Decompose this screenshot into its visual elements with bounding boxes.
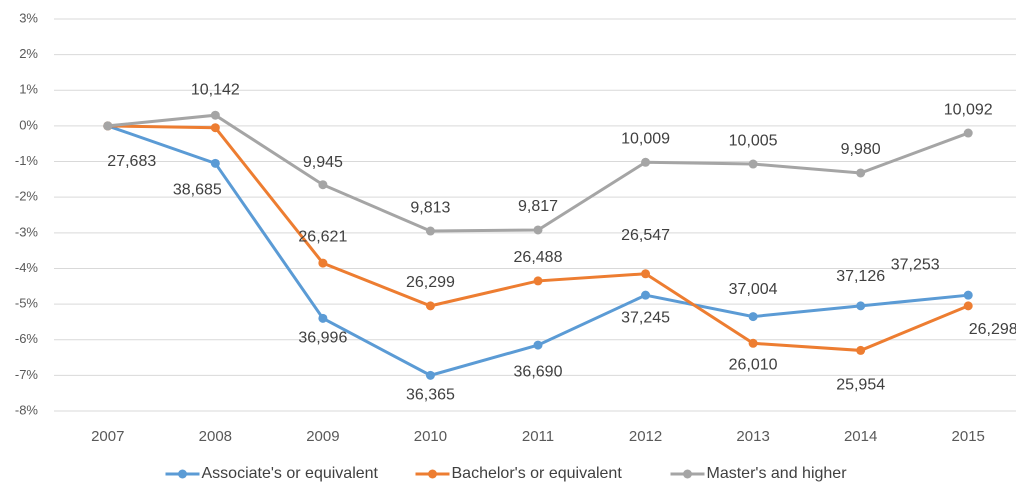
- data-label: 10,005: [729, 132, 778, 149]
- data-point: [533, 340, 543, 350]
- data-label: 26,010: [729, 357, 778, 374]
- legend-swatch: [428, 469, 437, 479]
- data-point: [963, 290, 973, 300]
- y-tick-label: -5%: [15, 296, 39, 311]
- data-label: 10,092: [944, 101, 993, 118]
- data-label: 37,253: [891, 256, 940, 273]
- data-label: 27,683: [107, 153, 156, 170]
- y-tick-label: 0%: [19, 117, 38, 132]
- data-point: [425, 301, 435, 311]
- data-label: 38,685: [173, 182, 222, 199]
- data-point: [856, 301, 866, 311]
- data-point: [318, 258, 328, 268]
- data-point: [210, 158, 220, 168]
- data-point: [318, 313, 328, 323]
- y-tick-label: -7%: [15, 367, 39, 382]
- y-tick-label: -8%: [15, 402, 39, 417]
- data-label: 25,954: [836, 377, 885, 394]
- data-point: [641, 269, 651, 279]
- y-tick-label: -1%: [15, 153, 39, 168]
- data-label: 26,621: [298, 228, 347, 245]
- data-point: [318, 180, 328, 190]
- data-point: [963, 301, 973, 311]
- series-line: [107, 124, 969, 352]
- data-point: [748, 312, 758, 322]
- data-label: 9,980: [841, 141, 881, 158]
- data-label: 10,142: [191, 81, 240, 98]
- data-label: 36,996: [298, 330, 347, 347]
- y-tick-label: -2%: [15, 189, 39, 204]
- y-tick-label: -3%: [15, 224, 39, 239]
- y-tick-label: -6%: [15, 331, 39, 346]
- x-tick-label: 2009: [306, 428, 339, 445]
- data-label: 26,299: [406, 274, 455, 291]
- data-label: 9,813: [410, 199, 450, 216]
- y-tick-label: 2%: [19, 46, 38, 61]
- x-tick-label: 2015: [952, 428, 985, 445]
- data-label: 37,126: [836, 268, 885, 285]
- legend-label: Bachelor's or equivalent: [452, 465, 623, 482]
- data-label: 36,690: [514, 363, 563, 380]
- data-label: 10,009: [621, 130, 670, 147]
- data-point: [210, 123, 220, 133]
- data-point: [641, 290, 651, 300]
- data-point: [856, 345, 866, 355]
- data-point: [963, 128, 973, 138]
- legend-label: Associate's or equivalent: [202, 465, 379, 482]
- data-label: 9,817: [518, 198, 558, 215]
- x-tick-label: 2007: [91, 428, 124, 445]
- data-label: 26,547: [621, 227, 670, 244]
- x-tick-label: 2011: [522, 428, 554, 445]
- x-tick-label: 2008: [199, 428, 232, 445]
- data-label: 37,004: [729, 281, 778, 298]
- data-point: [856, 168, 866, 178]
- legend-swatch: [683, 469, 692, 479]
- data-point: [103, 121, 113, 131]
- data-point: [748, 159, 758, 169]
- y-tick-label: 1%: [19, 82, 38, 97]
- data-point: [748, 338, 758, 348]
- data-label: 37,245: [621, 309, 670, 326]
- data-label: 36,365: [406, 387, 455, 404]
- data-label: 9,945: [303, 154, 343, 171]
- x-tick-label: 2012: [629, 428, 662, 445]
- data-point: [425, 226, 435, 236]
- data-point: [533, 225, 543, 235]
- data-label: 26,298: [969, 321, 1016, 338]
- x-tick-label: 2010: [414, 428, 447, 445]
- x-tick-label: 2014: [844, 428, 877, 445]
- data-point: [210, 110, 220, 120]
- data-point: [425, 370, 435, 380]
- legend-swatch: [178, 469, 187, 479]
- legend-label: Master's and higher: [707, 465, 848, 482]
- y-tick-label: -4%: [15, 260, 39, 275]
- data-point: [533, 276, 543, 286]
- data-point: [641, 157, 651, 167]
- data-label: 26,488: [514, 249, 563, 266]
- y-tick-label: 3%: [19, 10, 38, 25]
- x-tick-label: 2013: [736, 428, 769, 445]
